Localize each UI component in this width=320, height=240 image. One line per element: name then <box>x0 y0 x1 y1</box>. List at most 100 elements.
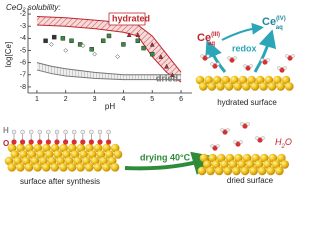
surface-atom <box>204 75 213 85</box>
hydrated-surface-label: hydrated surface <box>217 98 277 107</box>
hydrogen-atom <box>63 129 68 135</box>
surface-atom <box>70 150 80 159</box>
water-h <box>200 54 204 58</box>
water-h <box>233 56 237 60</box>
surface-atom <box>259 153 269 163</box>
hydrogen-atom <box>20 129 25 135</box>
data-point <box>89 47 94 52</box>
oxygen-atom <box>11 139 17 145</box>
x-tick-label: 3 <box>93 96 97 103</box>
surface-atom <box>203 160 212 169</box>
surface-atom <box>33 143 43 153</box>
surface-atom <box>56 156 65 166</box>
data-point <box>106 33 112 39</box>
surface-atom <box>206 166 215 176</box>
surface-atom <box>281 75 291 85</box>
surface-atom <box>233 82 242 91</box>
ce3-sub: aq <box>208 41 215 47</box>
surface-atom <box>228 160 238 169</box>
oxygen-atom <box>28 139 34 145</box>
plot: CeO₂ solubility: hydrated dried -2 -3 -4 -5 -6 -… <box>4 3 192 111</box>
water-h <box>283 66 287 70</box>
oxygen-atom <box>54 139 60 145</box>
surface-atom <box>16 163 25 172</box>
oxygen-atom <box>71 139 77 145</box>
surface-atom <box>266 166 276 176</box>
data-point <box>80 43 86 48</box>
water-h <box>291 54 295 58</box>
water-h <box>210 62 214 66</box>
surface-atom <box>242 82 251 91</box>
water-h <box>260 58 264 62</box>
y-tick-label: -3 <box>20 23 26 30</box>
water-o <box>222 129 228 135</box>
data-point <box>92 51 97 57</box>
y-tick-label: -8 <box>20 84 26 91</box>
water-o <box>235 141 241 147</box>
band-label: hydrated <box>112 13 150 23</box>
surface-atom <box>7 143 17 153</box>
hydrogen-atom <box>71 129 77 135</box>
surface-atom <box>21 156 31 166</box>
water-h <box>266 58 270 62</box>
data-point <box>43 38 48 44</box>
data-point <box>135 38 141 44</box>
band-label-box <box>108 12 146 26</box>
water-h <box>220 128 224 132</box>
surface-atom <box>82 156 91 166</box>
hydrogen-atom <box>80 129 86 135</box>
surface-atom <box>234 153 243 163</box>
water-h: H <box>275 137 282 147</box>
redox-label: redox <box>232 43 257 53</box>
oxygen-atom <box>88 139 94 145</box>
surface-atom <box>232 166 241 176</box>
surface-atom <box>267 82 277 91</box>
surface-atom <box>24 143 34 153</box>
water-h <box>239 140 243 144</box>
drying-arrow <box>124 151 217 175</box>
surface-atom <box>224 82 234 91</box>
surface-atom <box>42 143 51 153</box>
surface-atom <box>242 153 252 163</box>
water-o <box>212 145 218 151</box>
surface-atom <box>249 166 258 176</box>
data-point <box>158 54 164 59</box>
surface-atom <box>10 150 20 159</box>
surface-atom <box>50 163 60 172</box>
surface-atom <box>280 160 290 169</box>
ce4-label: Ce(IV) aq <box>262 16 286 31</box>
water-h <box>261 136 265 140</box>
oxygen-atom <box>80 139 86 145</box>
surface-atom <box>76 163 85 172</box>
surface-atom <box>246 160 255 169</box>
hydrogen-atom <box>28 129 34 135</box>
water-o <box>229 57 235 63</box>
dried-surface-label: dried surface <box>227 176 274 185</box>
data-point <box>60 36 66 41</box>
surface-atom <box>237 160 246 169</box>
band-edge <box>36 62 182 76</box>
release-arrow <box>205 39 227 73</box>
surface-atom <box>102 143 111 153</box>
band-edge <box>36 69 182 81</box>
ce3-base: Ce <box>197 32 211 44</box>
atom-o-label: O <box>3 139 9 148</box>
surface-atom <box>4 156 14 166</box>
x-tick-label: 4 <box>121 96 125 103</box>
surface-atom <box>59 143 68 153</box>
surface-atom <box>41 163 51 172</box>
surface-atom <box>273 75 282 85</box>
surface-atom <box>271 160 281 169</box>
drying-label: drying 40°C <box>140 152 191 162</box>
surface-atom <box>212 75 222 85</box>
surface-atom <box>24 163 34 172</box>
surface-atom <box>250 82 260 91</box>
hydrogen-atom <box>54 129 60 135</box>
oxygen-atom <box>106 139 112 145</box>
surface-atom <box>230 75 239 85</box>
band-fill <box>36 62 182 80</box>
surface-atom <box>110 163 120 172</box>
surface-atom <box>93 143 103 153</box>
hydrogen-atom <box>11 129 17 135</box>
surface-atom <box>90 156 100 166</box>
